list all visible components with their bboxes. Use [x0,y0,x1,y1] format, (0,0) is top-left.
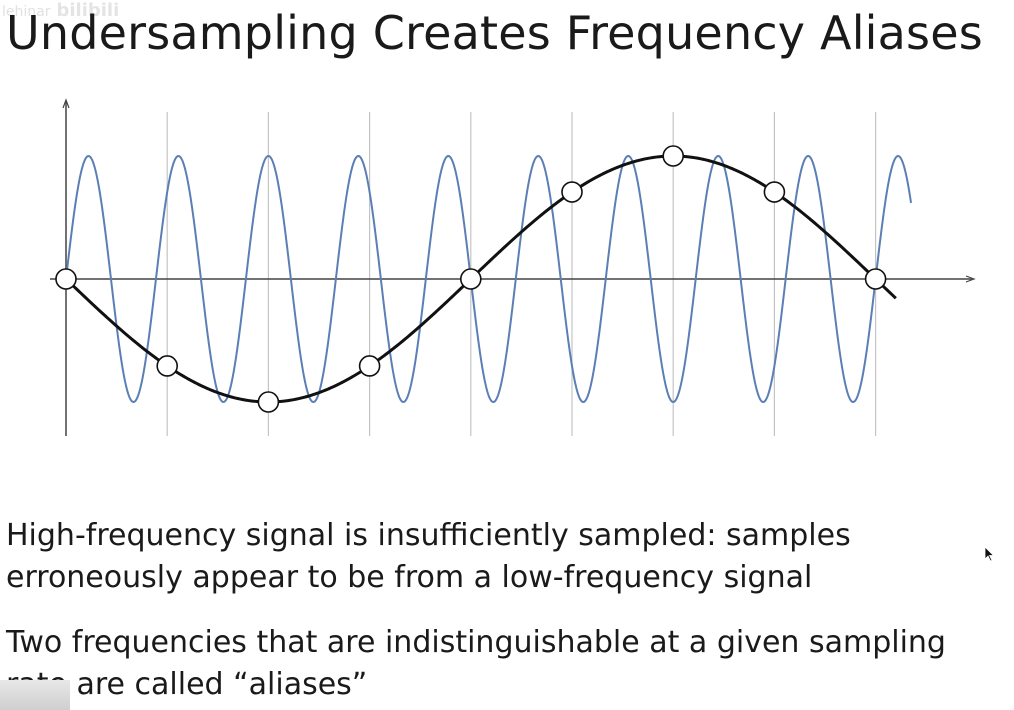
sample-point [156,355,178,377]
watermark: lehinar bilibili [2,0,119,21]
sample-point [55,268,77,290]
sample-markers [55,145,887,413]
bullet-line-1a: High-frequency signal is insufficiently … [6,518,851,553]
aliasing-chart [50,98,976,436]
sample-point [763,181,786,203]
presenter-thumbnail [0,680,70,710]
x-axis-arrow [965,275,976,283]
bullet-line-1b: erroneously appear to be from a low-freq… [6,560,813,595]
sample-point [459,268,482,290]
mouse-cursor-icon [984,546,994,562]
bullet-aliases: Two frequencies that are indistinguishab… [6,622,946,706]
y-axis-arrow [62,98,70,109]
sample-point [662,145,685,167]
slide-title: Undersampling Creates Frequency Aliases [6,6,983,60]
watermark-text: lehinar [2,4,51,20]
bilibili-logo: bilibili [56,0,120,21]
high-frequency-series-line [65,154,913,404]
sample-point [257,391,280,413]
low-frequency-series-line [64,154,897,404]
axes [50,98,976,436]
sample-point [358,355,381,377]
bullet-undersampling: High-frequency signal is insufficiently … [6,515,851,599]
sample-point [864,268,887,290]
bullet-line-2a: Two frequencies that are indistinguishab… [6,625,946,660]
sample-point [561,181,583,203]
